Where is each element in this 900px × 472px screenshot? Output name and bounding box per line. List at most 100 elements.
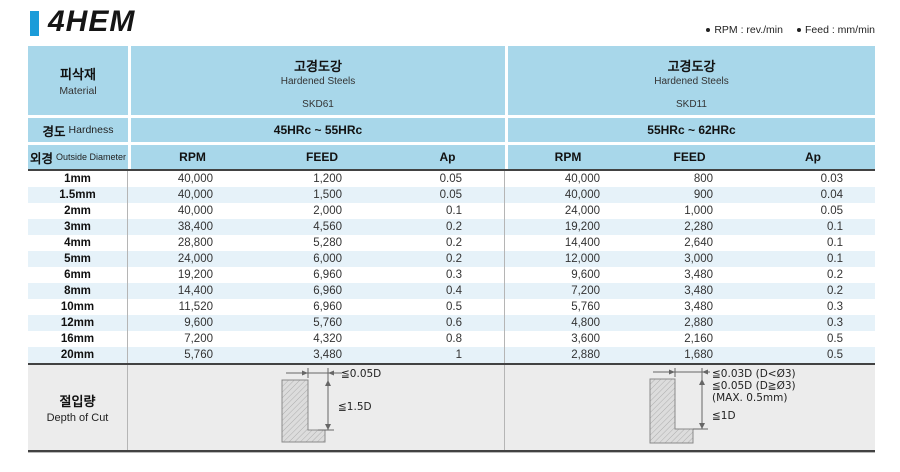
cell-value: 2,000 [313,205,342,217]
cell-value: 5,760 [313,317,342,329]
cell-value: 7,200 [571,285,600,297]
group2-column-headers: RPM FEED Ap [508,145,875,169]
cell-value: 3,000 [684,253,713,265]
group2-material-ko: 고경도강 [667,59,716,74]
cell-value: 24,000 [564,205,600,217]
cell-value: 6,960 [313,301,342,313]
table-row: 1.5mm 40,000 1,500 0.05 40,000 900 0.04 [28,187,875,203]
hardness-row: 경도 Hardness 45HRc ~ 55HRc 55HRc ~ 62HRc [28,118,875,142]
cell-value: 1,500 [313,189,342,201]
row-size-label: 20mm [28,347,128,363]
row-size-label: 10mm [28,299,128,315]
cell-value: 4,800 [571,317,600,329]
table-row: 8mm 14,400 6,960 0.4 7,200 3,480 0.2 [28,283,875,299]
workpiece-step-shape [281,379,326,443]
cell-value: 6,000 [313,253,342,265]
material-label-ko: 피삭재 [60,67,96,82]
col-header-feed: FEED [628,145,751,169]
cell-value: 6,960 [313,285,342,297]
cell-value: 4,320 [313,333,342,345]
group1-hardness-value: 45HRc ~ 55HRc [131,118,505,142]
table-row: 2mm 40,000 2,000 0.1 24,000 1,000 0.05 [28,203,875,219]
cell-value: 3,480 [313,349,342,361]
cell-value: 1,000 [684,205,713,217]
cell-value: 4,560 [313,221,342,233]
row-size-label: 6mm [28,267,128,283]
axial-depth-label: ≦1.5D [338,401,372,413]
cutting-conditions-table: 피삭재 Material 고경도강 Hardened Steels SKD61 … [28,46,875,453]
cell-value: 0.1 [827,253,843,265]
cell-value: 1 [390,347,505,363]
cell-value: 0.5 [390,299,505,315]
cell-value: 0.1 [827,221,843,233]
col-header-ap: Ap [751,145,875,169]
cell-value: 2,160 [684,333,713,345]
diameter-label-ko: 외경 [29,151,53,166]
cell-value: 12,000 [564,253,600,265]
units-legend: RPM : rev./min Feed : mm/min [706,24,875,36]
cell-value: 9,600 [571,269,600,281]
cell-value: 0.2 [827,285,843,297]
cell-value: 5,760 [571,301,600,313]
cell-value: 0.05 [390,171,505,187]
table-row: 16mm 7,200 4,320 0.8 3,600 2,160 0.5 [28,331,875,347]
depth-of-cut-diagram-left: ≦0.05D ≦1.5D [128,365,505,450]
cell-value: 800 [693,173,713,185]
col-header-feed: FEED [254,145,390,169]
row-size-label: 8mm [28,283,128,299]
bullet-icon [796,28,801,32]
legend-rpm: RPM : rev./min [706,24,783,36]
hardness-label-cell: 경도 Hardness [28,118,128,142]
cell-value: 1,680 [684,349,713,361]
table-row: 20mm 5,760 3,480 1 2,880 1,680 0.5 [28,347,875,363]
col-header-rpm: RPM [508,145,628,169]
depth-of-cut-diagram-right: ≦0.03D (D<Ø3) ≦0.05D (D≧Ø3) (MAX. 0.5mm)… [505,365,874,450]
cell-value: 40,000 [564,189,600,201]
cell-value: 2,880 [571,349,600,361]
cell-value: 3,600 [571,333,600,345]
group1-steel-grade: SKD61 [302,99,334,110]
radial-depth-label: ≦0.05D [341,368,381,380]
table-row: 12mm 9,600 5,760 0.6 4,800 2,880 0.3 [28,315,875,331]
row-size-label: 4mm [28,235,128,251]
cell-value: 14,400 [564,237,600,249]
cell-value: 0.05 [390,187,505,203]
row-size-label: 1mm [28,171,128,187]
cell-value: 0.2 [827,269,843,281]
cell-value: 0.03 [820,173,843,185]
cell-value: 1,200 [313,173,342,185]
cell-value: 40,000 [177,205,213,217]
cell-value: 40,000 [177,189,213,201]
hardness-label-en: Hardness [68,124,114,136]
hardness-label-ko: 경도 [42,124,66,139]
cell-value: 38,400 [177,221,213,233]
material-header-row: 피삭재 Material 고경도강 Hardened Steels SKD61 … [28,46,875,115]
table-row: 1mm 40,000 1,200 0.05 40,000 800 0.03 [28,171,875,187]
column-header-row: 외경 Outside Diameter RPM FEED Ap RPM FEED… [28,145,875,169]
radial-depth-label-small: ≦0.03D (D<Ø3) [712,368,796,380]
cell-value: 0.04 [820,189,843,201]
cell-value: 3,480 [684,285,713,297]
cell-value: 2,280 [684,221,713,233]
cell-value: 5,280 [313,237,342,249]
radial-depth-label-large: ≦0.05D (D≧Ø3) [712,380,796,392]
cell-value: 900 [693,189,713,201]
cell-value: 3,480 [684,269,713,281]
table-row: 4mm 28,800 5,280 0.2 14,400 2,640 0.1 [28,235,875,251]
legend-feed: Feed : mm/min [796,24,875,36]
group1-material-ko: 고경도강 [294,59,342,74]
cell-value: 5,760 [184,349,213,361]
cell-value: 24,000 [177,253,213,265]
table-row: 10mm 11,520 6,960 0.5 5,760 3,480 0.3 [28,299,875,315]
cell-value: 2,640 [684,237,713,249]
diameter-label-cell: 외경 Outside Diameter [28,145,128,169]
cell-value: 2,880 [684,317,713,329]
material-label-cell: 피삭재 Material [28,46,128,115]
group2-steel-grade: SKD11 [676,99,707,110]
cell-value: 0.1 [827,237,843,249]
group2-material-cell: 고경도강 Hardened Steels SKD11 [508,46,875,115]
row-size-label: 16mm [28,331,128,347]
col-header-ap: Ap [390,145,505,169]
row-size-label: 5mm [28,251,128,267]
